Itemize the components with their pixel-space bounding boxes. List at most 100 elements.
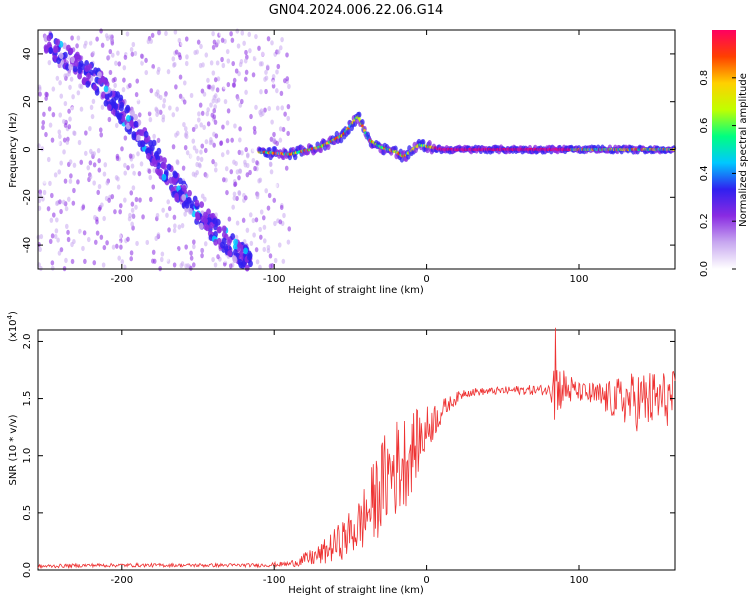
- heatmap-cell: [81, 245, 85, 252]
- heatmap-cell: [185, 150, 190, 156]
- heatmap-cell: [129, 256, 134, 262]
- heatmap-cell: [58, 133, 62, 140]
- heatmap-cell: [225, 189, 229, 196]
- heatmap-cell: [213, 77, 218, 83]
- heatmap-cell: [244, 264, 250, 272]
- heatmap-cell: [211, 84, 216, 90]
- heatmap-cell: [259, 89, 263, 95]
- heatmap-cell: [63, 178, 68, 184]
- heatmap-cell: [239, 236, 243, 242]
- heatmap-cell: [177, 177, 183, 185]
- heatmap-cell: [113, 221, 118, 227]
- heatmap-cell: [53, 172, 58, 178]
- heatmap-cell: [135, 240, 139, 247]
- heatmap-cell: [130, 51, 135, 57]
- tick-label: -200: [110, 274, 133, 285]
- heatmap-cell: [83, 43, 87, 49]
- heatmap-cell: [223, 243, 229, 251]
- heatmap-cell: [227, 250, 233, 257]
- heatmap-cell: [224, 166, 229, 172]
- heatmap-cell: [115, 243, 119, 249]
- heatmap-cell: [283, 78, 287, 84]
- heatmap-cell: [133, 120, 139, 128]
- heatmap-cell: [159, 256, 164, 263]
- heatmap-cell: [51, 69, 56, 75]
- heatmap-cell: [99, 28, 103, 34]
- heatmap-cell: [92, 180, 96, 186]
- heatmap-cell: [91, 98, 96, 104]
- heatmap-cell: [46, 77, 51, 83]
- heatmap-cell: [100, 202, 104, 208]
- heatmap-cell: [102, 171, 107, 177]
- heatmap-cell: [143, 130, 149, 138]
- heatmap-cell: [72, 65, 78, 73]
- heatmap-cell: [58, 52, 64, 60]
- heatmap-cell: [198, 102, 203, 108]
- heatmap-cell: [56, 140, 61, 146]
- heatmap-cell: [51, 112, 56, 118]
- heatmap-cell: [97, 71, 102, 79]
- tick-label: 40: [22, 48, 33, 61]
- heatmap-cell: [267, 181, 272, 187]
- heatmap-cell: [245, 172, 250, 178]
- heatmap-cell: [129, 120, 135, 127]
- heatmap-cell: [57, 129, 62, 135]
- heatmap-cell: [52, 212, 56, 218]
- tick-label: 0: [22, 146, 33, 152]
- heatmap-cell: [61, 199, 66, 205]
- heatmap-cell: [255, 40, 259, 46]
- heatmap-cell: [82, 76, 87, 84]
- heatmap-cell: [239, 98, 244, 105]
- heatmap-cell: [191, 126, 196, 133]
- heatmap-cell: [175, 160, 180, 166]
- heatmap-cell: [75, 43, 79, 49]
- heatmap-cell: [115, 155, 120, 161]
- heatmap-cell: [58, 199, 62, 205]
- heatmap-cell: [70, 106, 75, 112]
- heatmap-cell: [55, 217, 59, 223]
- heatmap-cell: [123, 135, 128, 141]
- heatmap-cell: [126, 236, 130, 242]
- heatmap-cell: [72, 187, 76, 194]
- heatmap-cell: [248, 169, 252, 176]
- heatmap-cell: [97, 183, 102, 190]
- heatmap-cell: [228, 65, 232, 71]
- heatmap-cell: [148, 188, 152, 194]
- heatmap-cell: [360, 118, 365, 126]
- heatmap-cell: [71, 200, 76, 206]
- heatmap-cell: [227, 216, 232, 222]
- heatmap-cell: [119, 244, 123, 250]
- heatmap-cell: [190, 99, 195, 105]
- heatmap-cell: [48, 180, 52, 186]
- heatmap-cell: [178, 54, 182, 61]
- heatmap-cell: [254, 247, 259, 253]
- heatmap-cell: [184, 36, 189, 42]
- heatmap-cell: [195, 214, 201, 222]
- heatmap-cell: [63, 100, 68, 107]
- heatmap-cell: [247, 253, 252, 261]
- heatmap-cell: [234, 138, 239, 145]
- heatmap-cell: [177, 224, 182, 230]
- heatmap-cell: [200, 253, 204, 259]
- heatmap-cell: [277, 242, 282, 248]
- heatmap-cell: [238, 126, 242, 132]
- heatmap-cell: [48, 238, 53, 244]
- heatmap-cell: [134, 196, 139, 203]
- heatmap-cell: [200, 110, 205, 116]
- heatmap-cell: [98, 127, 103, 133]
- tick-label: 0: [423, 274, 429, 285]
- heatmap-cell: [62, 42, 67, 50]
- heatmap-cell: [272, 228, 277, 234]
- heatmap-cell: [128, 82, 132, 89]
- heatmap-cell: [47, 60, 52, 66]
- heatmap-cell: [261, 215, 266, 221]
- heatmap-cell: [211, 31, 215, 37]
- heatmap-cell: [128, 212, 132, 218]
- heatmap-cell: [253, 45, 258, 51]
- heatmap-cell: [160, 162, 166, 169]
- heatmap-cell: [65, 139, 70, 145]
- heatmap-cell: [209, 222, 214, 229]
- heatmap-cell: [235, 28, 240, 34]
- heatmap-cell: [120, 259, 125, 265]
- heatmap-cell: [64, 223, 69, 229]
